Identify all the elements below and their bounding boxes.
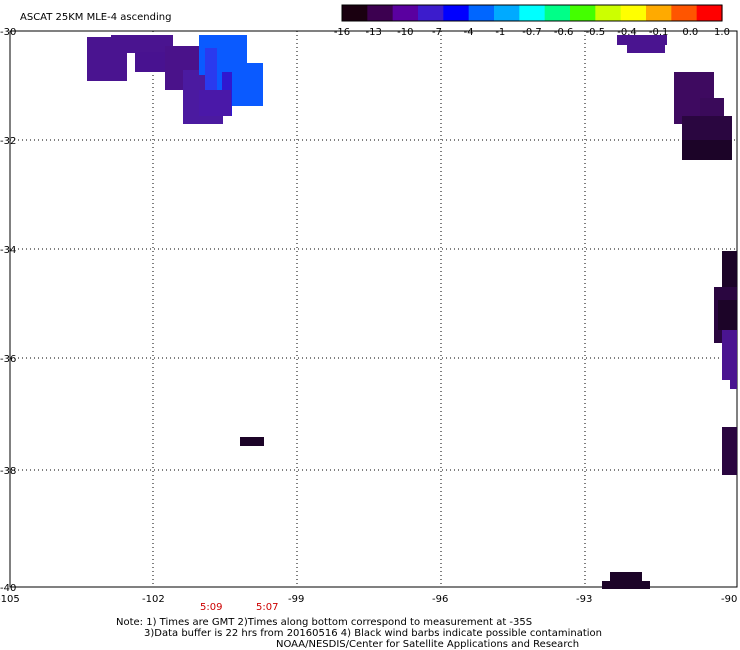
lon-label: -96 [432, 594, 448, 605]
colorbar-label: -0.1 [649, 27, 669, 38]
lon-label: -102 [142, 594, 165, 605]
time-labels: 5:09 5:07 [200, 602, 278, 613]
cell [722, 251, 737, 291]
cell [602, 581, 650, 589]
cell [682, 140, 732, 160]
cell [617, 35, 667, 45]
cell [135, 52, 169, 72]
cell [627, 43, 665, 53]
colorbar-swatch [342, 5, 368, 21]
lon-label: -90 [721, 594, 737, 605]
colorbar-label: -7 [432, 27, 442, 38]
cell [205, 48, 217, 100]
colorbar-label: -10 [397, 27, 413, 38]
lon-labels: -105 -102 -99 -96 -93 -90 [0, 594, 737, 605]
note-line-2: 3)Data buffer is 22 hrs from 20160516 4)… [144, 628, 602, 639]
colorbar-label: -1 [495, 27, 505, 38]
cell [722, 330, 737, 380]
lat-label: -32 [0, 136, 16, 147]
lat-label: -30 [0, 27, 16, 38]
colorbar-swatch [519, 5, 546, 21]
colorbar-swatch [443, 5, 470, 21]
time-label: 5:07 [256, 602, 278, 613]
colorbar-labels: -16 -13 -10 -7 -4 -1 -0.7 -0.6 -0.5 -0.4 -0.1 0.0 1.… [334, 27, 730, 38]
colorbar-label: -4 [464, 27, 474, 38]
colorbar-label: -0.6 [554, 27, 574, 38]
colorbar-label: -0.7 [522, 27, 542, 38]
colorbar-label: -0.5 [586, 27, 606, 38]
colorbar-swatch [544, 5, 571, 21]
time-label: 5:09 [200, 602, 222, 613]
colorbar-label: -16 [334, 27, 350, 38]
data-cell-isolated [240, 437, 264, 446]
colorbar-label: -0.4 [617, 27, 637, 38]
colorbar-swatch [595, 5, 622, 21]
map-frame [9, 30, 738, 588]
data-cluster-east [714, 251, 737, 475]
data-cluster-south [602, 572, 650, 589]
lat-label: -34 [0, 245, 16, 256]
colorbar-swatches [342, 5, 723, 21]
cell [610, 572, 642, 582]
colorbar-swatch [468, 5, 495, 21]
data-cluster-northeast [617, 35, 732, 160]
map-plot: -30 -32 -34 -36 -38 -40 -105 -102 -99 -9… [0, 27, 738, 613]
cell [722, 427, 737, 475]
colorbar-swatch [646, 5, 672, 21]
colorbar: -16 -13 -10 -7 -4 -1 -0.7 -0.6 -0.5 -0.4 -0.1 0.0 1.… [334, 4, 730, 38]
colorbar-swatch [392, 5, 419, 21]
note-line-1: Note: 1) Times are GMT 2)Times along bot… [116, 617, 532, 628]
colorbar-swatch [570, 5, 596, 21]
lon-label: -99 [288, 594, 304, 605]
lat-labels: -30 -32 -34 -36 -38 -40 [0, 27, 16, 594]
colorbar-label: 0.0 [682, 27, 698, 38]
graticule [10, 31, 737, 587]
colorbar-swatch [367, 5, 394, 21]
data-cluster-northwest [87, 35, 263, 124]
lat-label: -38 [0, 466, 16, 477]
colorbar-swatch [494, 5, 520, 21]
cell [718, 300, 737, 330]
note-line-3: NOAA/NESDIS/Center for Satellite Applica… [276, 639, 579, 650]
lat-label: -40 [0, 583, 16, 594]
colorbar-swatch [671, 5, 698, 21]
cell [111, 35, 173, 53]
colorbar-label: -13 [365, 27, 381, 38]
colorbar-frame [341, 4, 723, 22]
colorbar-swatch [418, 5, 444, 21]
footnotes: Note: 1) Times are GMT 2)Times along bot… [116, 617, 602, 650]
colorbar-swatch [696, 5, 723, 21]
lon-label: -93 [576, 594, 592, 605]
cell [682, 116, 732, 144]
lat-label: -36 [0, 354, 16, 365]
lon-label: -105 [0, 594, 20, 605]
colorbar-label: 1.0 [714, 27, 730, 38]
cell [199, 90, 231, 116]
map-title: ASCAT 25KM MLE-4 ascending [20, 12, 171, 23]
cell [730, 375, 737, 389]
colorbar-swatch [620, 5, 647, 21]
